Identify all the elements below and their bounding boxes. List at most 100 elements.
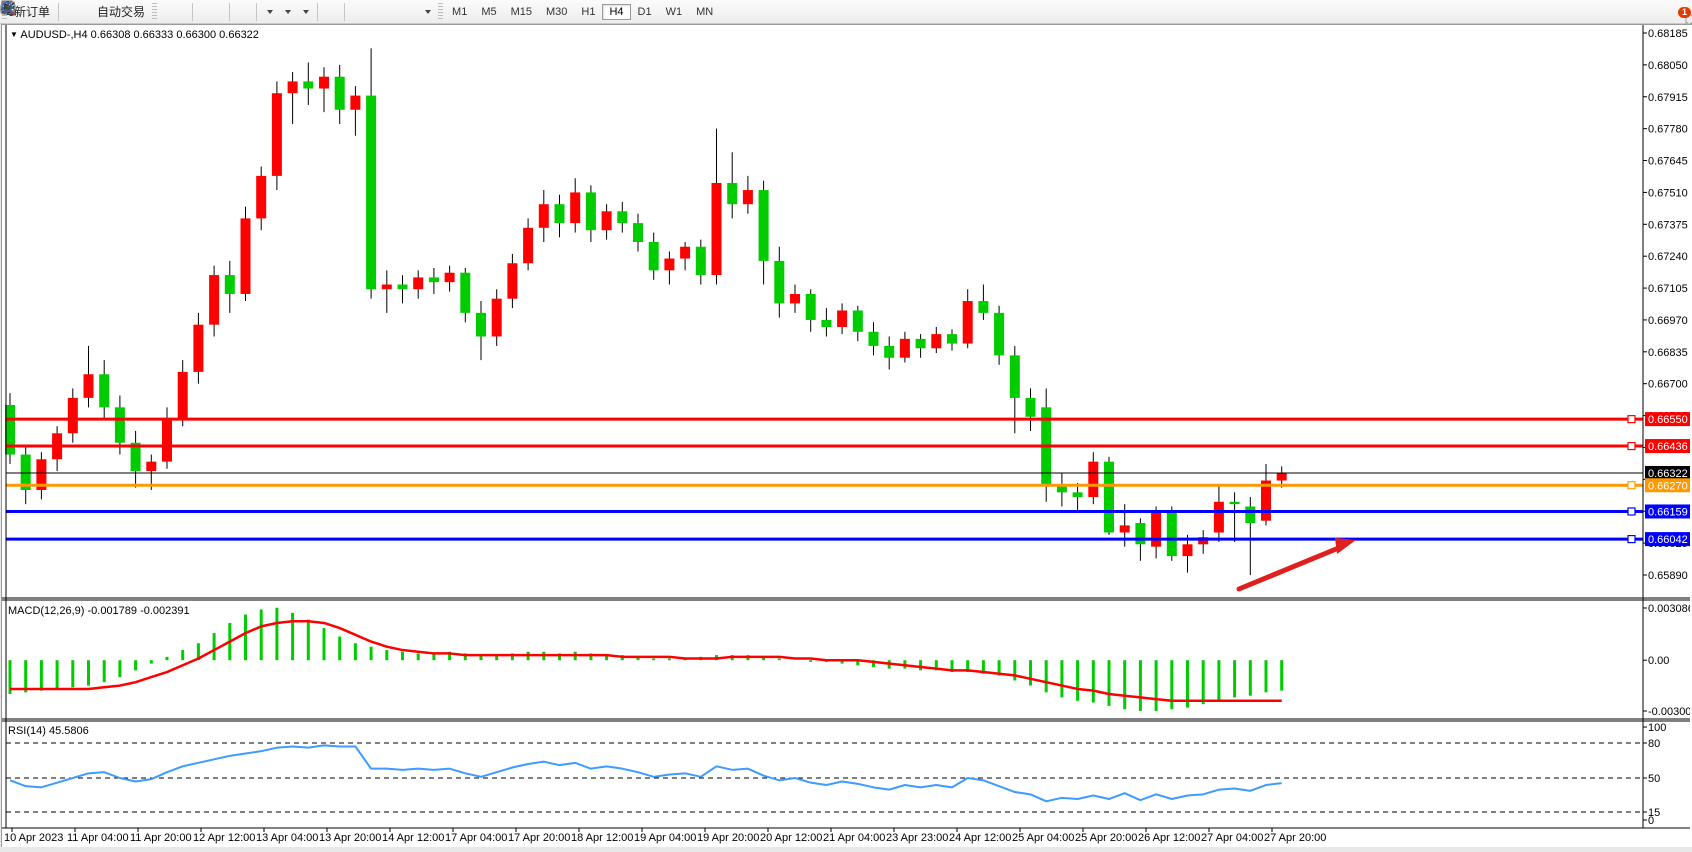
price-tick-label: 0.66835 bbox=[1648, 347, 1688, 359]
tab-timeframe-m5[interactable]: M5 bbox=[481, 5, 497, 18]
price-tick-label: 0.66970 bbox=[1648, 315, 1688, 327]
hline-drag-handle[interactable] bbox=[1627, 415, 1636, 424]
timeframe-group: M1 M5 M15 M30 H1 H4 D1 W1 MN bbox=[445, 3, 720, 20]
equidistant-channel-tool-button[interactable]: E bbox=[0, 1, 388, 23]
time-axis-label[interactable]: 27 Apr 20:00 bbox=[1264, 832, 1326, 844]
text-tool-button[interactable]: A bbox=[4, 1, 408, 23]
toolbar-drag-handle[interactable] bbox=[152, 2, 158, 21]
bar-chart-button[interactable] bbox=[2, 1, 169, 23]
toolbar-drag-handle[interactable] bbox=[438, 2, 444, 21]
tile-windows-button[interactable] bbox=[2, 1, 226, 23]
candle-body-up bbox=[209, 275, 220, 325]
candlestick-chart-button[interactable] bbox=[2, 1, 179, 23]
auto-trading-button[interactable]: 自动交易 bbox=[1, 1, 150, 23]
time-axis-label[interactable]: 21 Apr 04:00 bbox=[823, 832, 885, 844]
arrow-annotation-head[interactable] bbox=[1335, 538, 1356, 554]
candle-body-up bbox=[507, 263, 518, 299]
time-axis-label[interactable]: 19 Apr 04:00 bbox=[634, 832, 696, 844]
price-tick-label: 0.68185 bbox=[1648, 28, 1688, 40]
chart-properties-button[interactable] bbox=[1, 1, 82, 23]
time-axis-label[interactable]: 27 Apr 04:00 bbox=[1201, 832, 1263, 844]
zoom-in-button[interactable] bbox=[1, 1, 206, 23]
candle-body-up bbox=[899, 338, 910, 358]
chart-shift-button[interactable] bbox=[1, 1, 253, 23]
time-axis-label[interactable]: 17 Apr 04:00 bbox=[445, 832, 507, 844]
price-line-label-box bbox=[1645, 504, 1690, 519]
tab-timeframe-d1[interactable]: D1 bbox=[637, 5, 652, 18]
macd-indicator-label: MACD(12,26,9) -0.001789 -0.002391 bbox=[8, 605, 190, 617]
time-axis-label[interactable]: 25 Apr 20:00 bbox=[1075, 832, 1137, 844]
price-line-label: 0.66550 bbox=[1648, 414, 1688, 426]
horizontal-line-tool-button[interactable] bbox=[1, 1, 368, 23]
candle-body-down bbox=[476, 312, 486, 337]
arrow-annotation-line[interactable] bbox=[1236, 544, 1344, 592]
templates-button[interactable] bbox=[1, 1, 314, 23]
price-tick-label: 0.67645 bbox=[1648, 156, 1688, 168]
time-axis-label[interactable]: 25 Apr 04:00 bbox=[1012, 832, 1074, 844]
candle-body-down bbox=[994, 312, 1005, 356]
candle-body-up bbox=[538, 204, 549, 228]
candle-body-down bbox=[978, 301, 989, 313]
hline-drag-handle[interactable] bbox=[1627, 441, 1636, 451]
tab-timeframe-h4[interactable]: H4 bbox=[602, 3, 631, 20]
time-axis-label[interactable]: 18 Apr 12:00 bbox=[571, 832, 633, 844]
tab-timeframe-mn[interactable]: MN bbox=[696, 5, 714, 18]
time-axis-label[interactable]: 11 Apr 20:00 bbox=[130, 832, 192, 844]
time-axis-label[interactable]: 20 Apr 12:00 bbox=[760, 832, 822, 844]
zoom-out-button[interactable] bbox=[1, 1, 216, 23]
arrows-tool-button[interactable] bbox=[2, 1, 436, 23]
rsi-axis-label: 100 bbox=[1648, 722, 1666, 734]
line-chart-button[interactable] bbox=[1, 1, 189, 23]
tab-timeframe-w1[interactable]: W1 bbox=[665, 5, 683, 18]
auto-scroll-button[interactable] bbox=[1, 1, 243, 23]
candle-body-up bbox=[36, 459, 47, 490]
tab-timeframe-m30[interactable]: M30 bbox=[546, 5, 568, 18]
candle-body-down bbox=[1245, 506, 1256, 524]
crosshair-tool-button[interactable] bbox=[1, 1, 341, 23]
indicators-button[interactable] bbox=[1, 1, 278, 23]
rsi-axis-label: 80 bbox=[1648, 738, 1660, 750]
hline-drag-handle[interactable] bbox=[1627, 507, 1636, 516]
time-axis-label[interactable]: 12 Apr 12:00 bbox=[193, 832, 255, 844]
candle-body-down bbox=[774, 260, 785, 304]
vertical-line-tool-button[interactable] bbox=[7, 1, 358, 23]
candle-body-down bbox=[1072, 492, 1083, 498]
candle-body-down bbox=[915, 338, 926, 349]
time-axis-label[interactable]: 14 Apr 12:00 bbox=[382, 832, 444, 844]
collapse-triangle-icon[interactable]: ▼ bbox=[10, 30, 18, 39]
cursor-tool-button[interactable] bbox=[4, 1, 331, 23]
tab-timeframe-h1[interactable]: H1 bbox=[581, 5, 596, 18]
candle-body-up bbox=[350, 95, 361, 110]
time-axis-label[interactable]: 24 Apr 12:00 bbox=[949, 832, 1011, 844]
hline-drag-handle[interactable] bbox=[1627, 481, 1636, 490]
signal-button[interactable] bbox=[0, 1, 92, 23]
tab-timeframe-m15[interactable]: M15 bbox=[510, 5, 532, 18]
chevron-down-icon bbox=[285, 9, 292, 14]
periods-button[interactable] bbox=[1, 1, 296, 23]
time-axis-label[interactable]: 13 Apr 20:00 bbox=[319, 832, 381, 844]
paint-bucket-button[interactable] bbox=[2, 1, 72, 23]
fibonacci-tool-button[interactable]: F bbox=[1, 1, 398, 23]
time-axis-label[interactable]: 13 Apr 04:00 bbox=[256, 832, 318, 844]
price-tick-label: 0.67240 bbox=[1648, 251, 1688, 263]
text-label-tool-button[interactable]: T bbox=[1, 1, 418, 23]
candle-body-up bbox=[83, 374, 94, 398]
chart-background bbox=[2, 25, 1690, 843]
candle-body-down bbox=[130, 442, 141, 472]
candle-body-up bbox=[1276, 472, 1287, 481]
candle-body-up bbox=[491, 298, 502, 337]
candle-body-up bbox=[193, 324, 204, 372]
tab-timeframe-m1[interactable]: M1 bbox=[452, 5, 468, 18]
notification-badge: 1 bbox=[1677, 6, 1691, 18]
candle-body-up bbox=[444, 272, 455, 283]
time-axis-label[interactable]: 19 Apr 20:00 bbox=[697, 832, 759, 844]
candle-body-up bbox=[742, 190, 753, 205]
time-axis-label[interactable]: 10 Apr 2023 bbox=[4, 832, 63, 844]
trendline-tool-button[interactable] bbox=[1, 1, 378, 23]
time-axis-label[interactable]: 11 Apr 04:00 bbox=[67, 832, 129, 844]
search-icon[interactable] bbox=[0, 0, 16, 16]
time-axis-label[interactable]: 17 Apr 20:00 bbox=[508, 832, 570, 844]
hline-drag-handle[interactable] bbox=[1627, 535, 1636, 544]
time-axis-label[interactable]: 23 Apr 23:00 bbox=[886, 832, 948, 844]
time-axis-label[interactable]: 26 Apr 12:00 bbox=[1138, 832, 1200, 844]
